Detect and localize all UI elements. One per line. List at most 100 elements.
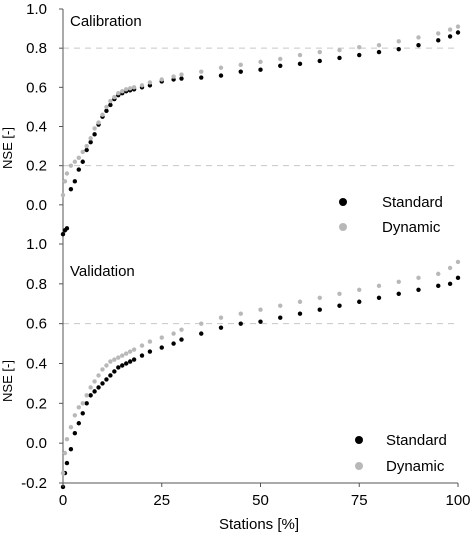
data-point-dynamic <box>62 179 68 184</box>
data-point-dynamic <box>139 343 145 348</box>
data-point-standard <box>108 373 113 378</box>
data-point-dynamic <box>104 363 109 368</box>
data-point-dynamic <box>116 91 121 96</box>
data-point-standard <box>68 186 74 192</box>
data-point-dynamic <box>238 311 243 316</box>
data-point-standard <box>297 61 303 67</box>
legend-dynamic-label: Dynamic <box>382 219 441 236</box>
data-point-standard <box>297 311 303 316</box>
data-point-dynamic <box>297 52 303 58</box>
data-point-standard <box>218 325 224 330</box>
data-point-dynamic <box>317 295 322 300</box>
calibration-title: Calibration <box>70 13 142 30</box>
data-point-dynamic <box>112 357 117 362</box>
y-tick-label: 0.6 <box>26 79 47 96</box>
x-axis-label: Stations [%] <box>219 516 299 533</box>
data-point-dynamic <box>447 265 453 271</box>
legend-standard-label: Standard <box>382 194 443 211</box>
data-point-dynamic <box>159 335 164 340</box>
data-point-dynamic <box>108 359 113 364</box>
data-point-standard <box>376 49 382 55</box>
y-tick-label: 1.0 <box>26 236 47 253</box>
data-point-dynamic <box>72 413 78 418</box>
data-point-dynamic <box>131 347 137 352</box>
data-point-dynamic <box>76 155 82 161</box>
data-point-standard <box>80 159 85 164</box>
data-point-standard <box>455 275 461 281</box>
data-point-standard <box>357 299 362 304</box>
data-point-dynamic <box>80 401 85 406</box>
data-point-standard <box>80 411 85 416</box>
x-axis-ticks: 0 25 50 75 100 <box>59 483 471 509</box>
data-point-standard <box>258 67 263 72</box>
data-point-dynamic <box>376 283 382 289</box>
data-point-standard <box>88 139 93 145</box>
data-point-standard <box>112 369 117 374</box>
data-point-dynamic <box>376 43 382 48</box>
data-point-dynamic <box>218 65 224 70</box>
data-point-dynamic <box>258 59 263 65</box>
data-point-standard <box>96 385 101 390</box>
data-point-dynamic <box>278 56 283 62</box>
y-tick-label: 0.8 <box>26 40 47 57</box>
data-point-standard <box>104 108 109 114</box>
data-point-standard <box>76 167 82 172</box>
data-point-dynamic <box>396 279 401 285</box>
data-point-standard <box>317 58 322 64</box>
data-point-dynamic <box>171 74 176 79</box>
data-point-standard <box>159 345 164 350</box>
data-point-dynamic <box>159 77 164 82</box>
data-point-dynamic <box>258 307 263 312</box>
data-point-standard <box>396 291 401 296</box>
validation-points <box>60 259 461 490</box>
data-point-dynamic <box>92 126 97 131</box>
data-point-dynamic <box>436 31 441 36</box>
data-point-standard <box>416 287 421 293</box>
legend-standard-label: Standard <box>386 432 447 449</box>
calibration-panel: 0.0 0.2 0.4 0.6 0.8 1.0 Calibration NSE [-] S… <box>0 1 461 244</box>
data-point-dynamic <box>179 72 184 77</box>
calibration-grid <box>63 47 458 167</box>
data-point-standard <box>84 147 89 153</box>
data-point-dynamic <box>218 315 224 320</box>
data-point-dynamic <box>455 24 461 29</box>
data-point-standard <box>447 34 453 39</box>
data-point-standard <box>199 75 204 80</box>
data-point-dynamic <box>199 69 204 74</box>
x-tick-label: 0 <box>59 492 67 509</box>
data-point-standard <box>179 337 184 342</box>
data-point-standard <box>139 353 145 358</box>
data-point-dynamic <box>278 303 283 308</box>
data-point-standard <box>238 69 243 74</box>
validation-y-ticks: -0.2 0.0 0.2 0.4 0.6 0.8 1.0 <box>21 236 63 492</box>
data-point-standard <box>278 63 283 68</box>
data-point-standard <box>64 226 70 231</box>
data-point-standard <box>376 295 382 300</box>
data-point-standard <box>416 43 421 48</box>
y-tick-label: -0.2 <box>21 475 47 492</box>
data-point-dynamic <box>317 49 322 55</box>
data-point-dynamic <box>337 291 342 296</box>
data-point-dynamic <box>60 192 66 198</box>
data-point-dynamic <box>68 425 74 430</box>
data-point-standard <box>68 446 74 452</box>
data-point-dynamic <box>100 112 105 117</box>
validation-y-axis-label: NSE [-] <box>0 360 15 402</box>
data-point-dynamic <box>179 327 184 332</box>
data-point-dynamic <box>80 149 85 155</box>
data-point-standard <box>92 389 97 394</box>
data-point-dynamic <box>416 275 421 281</box>
data-point-dynamic <box>64 171 70 176</box>
data-point-dynamic <box>171 331 176 336</box>
data-point-standard <box>357 52 362 58</box>
data-point-standard <box>447 281 453 287</box>
data-point-dynamic <box>64 436 70 442</box>
y-tick-label: 1.0 <box>26 1 47 18</box>
data-point-dynamic <box>147 339 153 344</box>
x-tick-label: 75 <box>351 492 368 509</box>
legend-dynamic-marker <box>355 462 363 470</box>
data-point-dynamic <box>124 87 129 92</box>
data-point-standard <box>100 381 105 386</box>
data-point-dynamic <box>62 450 68 456</box>
data-point-standard <box>179 76 184 81</box>
